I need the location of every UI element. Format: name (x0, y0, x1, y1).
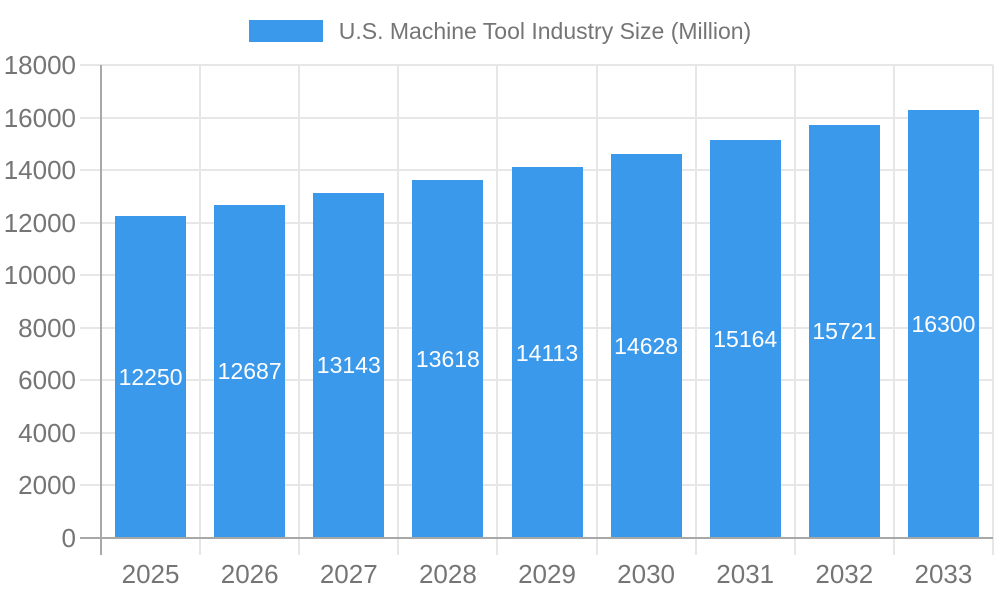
x-tick-label: 2032 (815, 559, 874, 589)
v-gridline (892, 65, 895, 538)
v-gridline (793, 65, 796, 538)
v-gridline (694, 65, 697, 538)
bar-value-label: 15721 (812, 318, 877, 345)
legend-swatch-icon (248, 20, 323, 42)
x-tick-mark (397, 538, 400, 555)
x-tick-label: 2030 (617, 559, 676, 589)
x-tick-mark (595, 538, 598, 555)
v-gridline (199, 65, 202, 538)
bar-value-label: 15164 (713, 325, 778, 352)
bar-value-label: 14628 (614, 332, 679, 359)
v-gridline (595, 65, 598, 538)
legend-label: U.S. Machine Tool Industry Size (Million… (338, 18, 752, 44)
legend-item[interactable]: U.S. Machine Tool Industry Size (Million… (248, 16, 752, 46)
bar[interactable] (412, 180, 484, 538)
y-tick-label: 6000 (18, 365, 76, 396)
bar-value-label: 16300 (911, 310, 976, 337)
bar[interactable] (214, 204, 286, 538)
y-tick-label: 4000 (18, 417, 76, 448)
x-tick-mark (892, 538, 895, 555)
bar-value-label: 13618 (415, 346, 480, 373)
y-tick-mark (80, 379, 101, 382)
v-gridline (496, 65, 499, 538)
bar[interactable] (115, 216, 187, 538)
x-tick-label: 2033 (914, 559, 973, 589)
v-gridline (298, 65, 301, 538)
y-tick-label: 14000 (3, 155, 76, 186)
x-tick-mark (694, 538, 697, 555)
x-tick-label: 2028 (418, 559, 477, 589)
x-tick-mark (496, 538, 499, 555)
h-gridline (101, 116, 993, 119)
y-tick-mark (80, 484, 101, 487)
y-tick-label: 10000 (3, 260, 76, 291)
x-axis-line (80, 537, 993, 539)
y-tick-label: 0 (61, 523, 76, 553)
y-tick-mark (80, 221, 101, 224)
x-tick-label: 2031 (716, 559, 775, 589)
v-gridline (992, 65, 994, 538)
y-tick-mark (80, 431, 101, 434)
x-tick-mark (199, 538, 202, 555)
x-tick-mark (298, 538, 301, 555)
y-tick-mark (80, 274, 101, 277)
bar-value-label: 13143 (316, 352, 381, 379)
bar[interactable] (907, 109, 979, 538)
y-axis-line (100, 65, 102, 555)
bar[interactable] (610, 153, 682, 538)
y-tick-mark (80, 169, 101, 172)
y-tick-mark (80, 64, 101, 66)
bar[interactable] (808, 124, 880, 538)
x-tick-mark (992, 538, 994, 555)
y-tick-mark (80, 116, 101, 119)
v-gridline (397, 65, 400, 538)
y-tick-label: 16000 (3, 102, 76, 133)
bar[interactable] (313, 192, 385, 538)
bar[interactable] (709, 139, 781, 538)
y-tick-label: 8000 (18, 312, 76, 343)
legend: U.S. Machine Tool Industry Size (Million… (0, 16, 1000, 46)
y-tick-label: 18000 (3, 50, 76, 80)
bar[interactable] (511, 167, 583, 538)
x-tick-mark (793, 538, 796, 555)
bar-value-label: 12250 (118, 364, 183, 391)
y-tick-label: 2000 (18, 470, 76, 501)
y-tick-label: 12000 (3, 207, 76, 238)
x-tick-label: 2029 (518, 559, 576, 589)
bar-value-label: 14113 (515, 339, 579, 366)
h-gridline (101, 64, 993, 66)
x-tick-label: 2025 (121, 559, 180, 589)
x-tick-label: 2027 (319, 559, 378, 589)
x-tick-label: 2026 (220, 559, 279, 589)
y-tick-mark (80, 326, 101, 329)
bar-value-label: 12687 (217, 358, 282, 385)
